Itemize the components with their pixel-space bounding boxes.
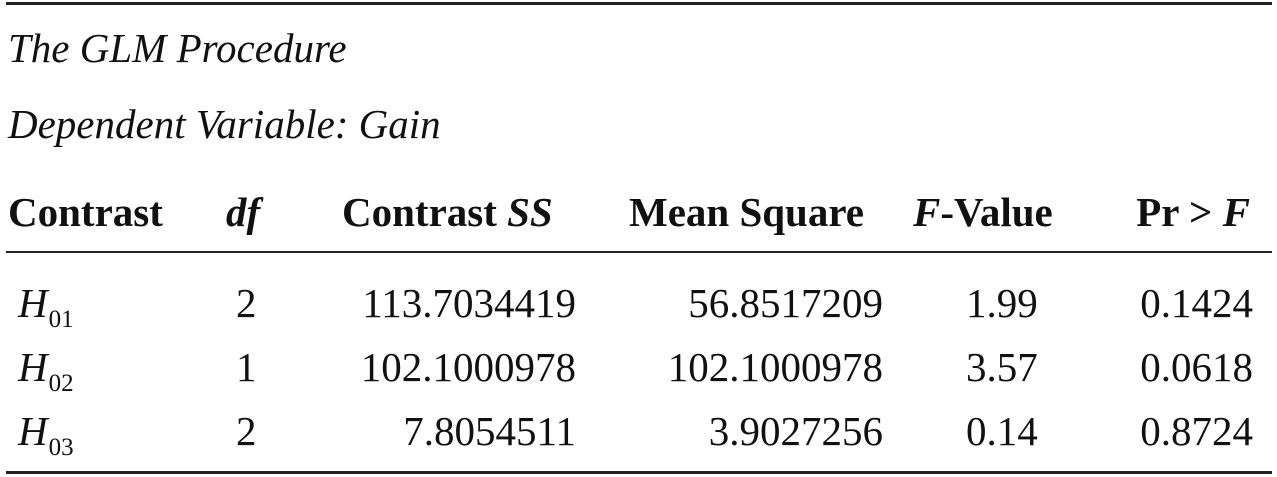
header-contrast-ss-prefix: Contrast bbox=[342, 189, 497, 235]
header-contrast-ss-italic: SS bbox=[507, 189, 553, 235]
header-contrast: Contrast bbox=[8, 189, 163, 235]
row-3-df: 2 bbox=[236, 408, 257, 454]
header-contrast-ss: Contrast SS bbox=[342, 192, 553, 233]
header-df: df bbox=[226, 192, 260, 233]
header-f-value-italic: F bbox=[913, 189, 941, 235]
row-1-hypothesis: H01 bbox=[18, 280, 74, 333]
row-3-hyp-letter: H bbox=[18, 408, 48, 454]
row-3-mean-square: 3.9027256 bbox=[708, 408, 883, 454]
row-1-mean-square: 56.8517209 bbox=[688, 280, 883, 326]
dependent-variable-title: Dependent Variable: Gain bbox=[8, 101, 441, 147]
row-3-f-value: 0.14 bbox=[966, 408, 1038, 454]
header-pr-prefix: Pr > bbox=[1136, 189, 1213, 235]
procedure-title: The GLM Procedure bbox=[8, 25, 347, 71]
row-2-df: 1 bbox=[236, 344, 257, 390]
header-pr-f: Pr > F bbox=[1136, 192, 1250, 233]
header-df-label: df bbox=[226, 189, 261, 235]
row-2-f-value: 3.57 bbox=[966, 344, 1038, 390]
row-1-f-value: 1.99 bbox=[966, 280, 1038, 326]
row-2-mean-square: 102.1000978 bbox=[667, 344, 883, 390]
row-2-hyp-letter: H bbox=[18, 344, 48, 390]
row-2-pr: 0.0618 bbox=[1140, 344, 1253, 390]
row-3-contrast-ss: 7.8054511 bbox=[403, 408, 576, 454]
row-3-pr: 0.8724 bbox=[1140, 408, 1253, 454]
row-1-contrast-ss: 113.7034419 bbox=[362, 280, 576, 326]
bottom-rule bbox=[6, 471, 1272, 474]
header-mean-square: Mean Square bbox=[629, 189, 865, 235]
top-rule bbox=[6, 2, 1272, 5]
row-1-hyp-sub: 01 bbox=[48, 306, 74, 333]
row-1-df: 2 bbox=[236, 280, 257, 326]
row-1-hyp-letter: H bbox=[18, 280, 48, 326]
header-rule bbox=[6, 251, 1272, 253]
row-1-pr: 0.1424 bbox=[1140, 280, 1253, 326]
header-f-value: F-Value bbox=[913, 192, 1053, 233]
row-3-hypothesis: H03 bbox=[18, 408, 74, 461]
header-pr-italic: F bbox=[1222, 189, 1250, 235]
row-3-hyp-sub: 03 bbox=[48, 434, 74, 461]
row-2-hyp-sub: 02 bbox=[48, 370, 74, 397]
row-2-hypothesis: H02 bbox=[18, 344, 74, 397]
row-2-contrast-ss: 102.1000978 bbox=[360, 344, 576, 390]
header-f-value-rest: -Value bbox=[940, 189, 1053, 235]
